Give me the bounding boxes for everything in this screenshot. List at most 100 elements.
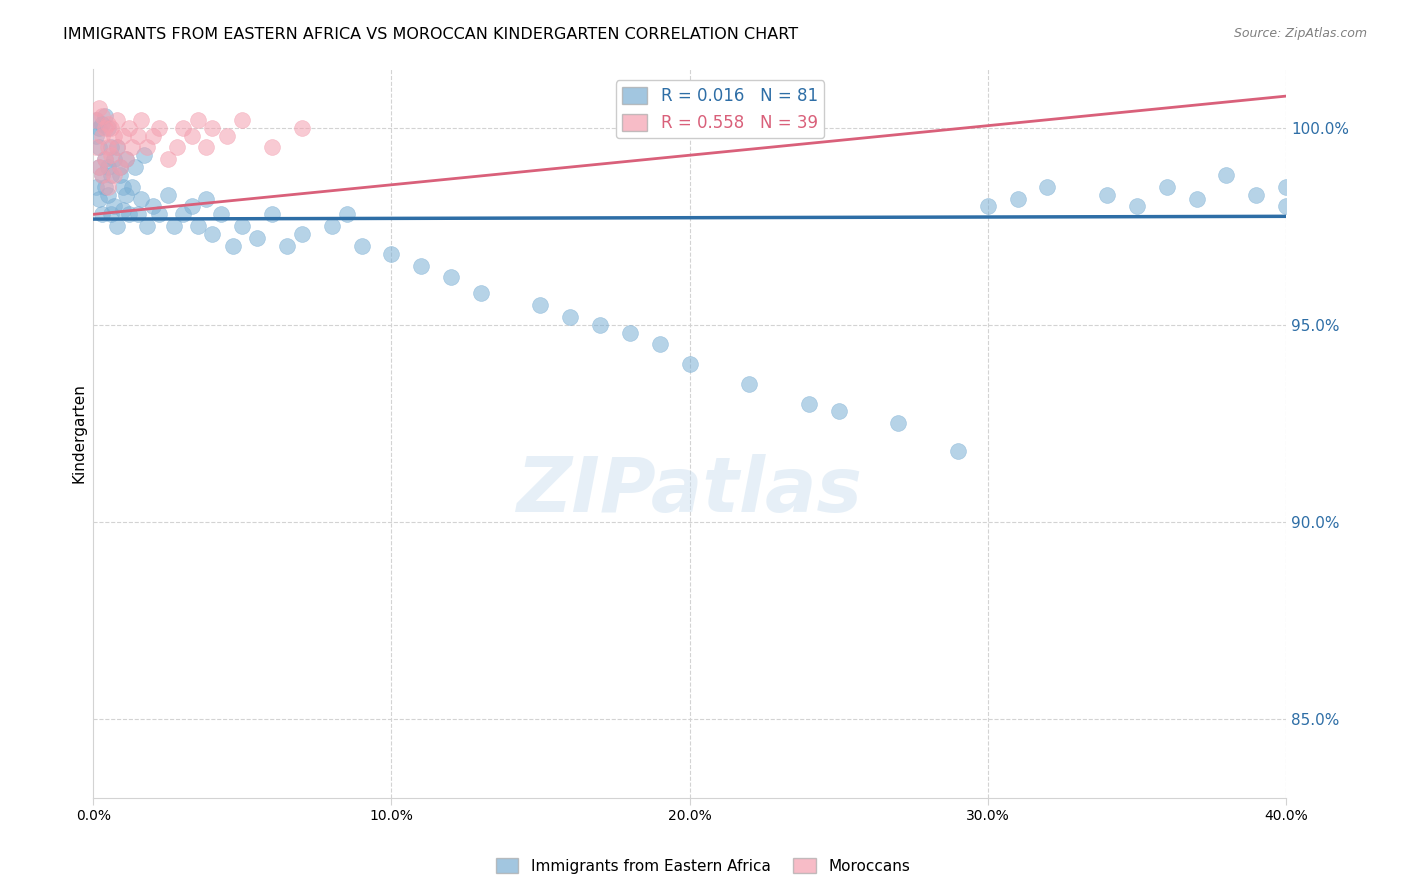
Point: [440, 270, 463, 285]
Point: [148, 207, 170, 221]
Point: [1036, 179, 1059, 194]
Point: [91, 207, 114, 221]
Point: [89, 160, 111, 174]
Point: [195, 140, 218, 154]
Point: [103, 128, 125, 143]
Point: [135, 219, 157, 234]
Point: [129, 192, 152, 206]
Point: [380, 246, 402, 260]
Point: [94, 109, 117, 123]
Point: [1126, 199, 1149, 213]
Point: [84, 112, 107, 127]
Point: [111, 128, 134, 143]
Point: [619, 326, 641, 340]
Point: [129, 112, 152, 127]
Point: [84, 128, 107, 143]
Point: [105, 112, 128, 127]
Point: [121, 179, 143, 194]
Point: [172, 120, 194, 135]
Legend: Immigrants from Eastern Africa, Moroccans: Immigrants from Eastern Africa, Moroccan…: [489, 852, 917, 880]
Point: [115, 152, 138, 166]
Point: [1275, 199, 1298, 213]
Point: [121, 140, 143, 154]
Point: [84, 112, 107, 127]
Point: [105, 140, 128, 154]
Point: [89, 192, 111, 206]
Point: [180, 128, 202, 143]
Point: [97, 117, 120, 131]
Point: [148, 120, 170, 135]
Point: [100, 148, 122, 162]
Point: [262, 207, 284, 221]
Point: [97, 179, 120, 194]
Point: [103, 199, 125, 213]
Point: [84, 140, 107, 154]
Point: [108, 168, 131, 182]
Point: [180, 199, 202, 213]
Point: [127, 207, 149, 221]
Point: [94, 152, 117, 166]
Point: [738, 376, 761, 391]
Point: [350, 239, 373, 253]
Point: [1215, 168, 1237, 182]
Point: [135, 140, 157, 154]
Point: [118, 207, 141, 221]
Point: [91, 109, 114, 123]
Point: [827, 404, 849, 418]
Point: [156, 187, 179, 202]
Point: [100, 207, 122, 221]
Point: [589, 318, 612, 332]
Point: [142, 199, 165, 213]
Point: [411, 259, 433, 273]
Point: [127, 128, 149, 143]
Point: [470, 286, 492, 301]
Point: [97, 160, 120, 174]
Point: [100, 168, 122, 182]
Point: [678, 357, 700, 371]
Point: [94, 152, 117, 166]
Point: [648, 337, 671, 351]
Point: [262, 140, 284, 154]
Point: [1007, 192, 1029, 206]
Point: [105, 140, 128, 154]
Point: [797, 396, 820, 410]
Point: [209, 207, 232, 221]
Point: [111, 203, 134, 218]
Point: [89, 160, 111, 174]
Point: [89, 120, 111, 135]
Text: Source: ZipAtlas.com: Source: ZipAtlas.com: [1233, 27, 1367, 40]
Point: [336, 207, 359, 221]
Text: IMMIGRANTS FROM EASTERN AFRICA VS MOROCCAN KINDERGARTEN CORRELATION CHART: IMMIGRANTS FROM EASTERN AFRICA VS MOROCC…: [63, 27, 799, 42]
Point: [124, 160, 146, 174]
Point: [97, 140, 120, 154]
Point: [163, 219, 186, 234]
Point: [91, 128, 114, 143]
Point: [91, 168, 114, 182]
Point: [321, 219, 343, 234]
Point: [201, 120, 224, 135]
Point: [89, 140, 111, 154]
Point: [142, 128, 165, 143]
Point: [111, 179, 134, 194]
Point: [560, 310, 582, 324]
Point: [187, 112, 209, 127]
Point: [1244, 187, 1267, 202]
Point: [201, 227, 224, 241]
Point: [89, 101, 111, 115]
Point: [217, 128, 239, 143]
Point: [946, 443, 969, 458]
Point: [1156, 179, 1178, 194]
Point: [276, 239, 298, 253]
Point: [231, 219, 253, 234]
Point: [115, 187, 138, 202]
Point: [91, 117, 114, 131]
Point: [172, 207, 194, 221]
Point: [291, 227, 314, 241]
Point: [529, 298, 551, 312]
Point: [291, 120, 314, 135]
Point: [1185, 192, 1208, 206]
Point: [887, 416, 910, 430]
Point: [91, 168, 114, 182]
Point: [156, 152, 179, 166]
Point: [105, 219, 128, 234]
